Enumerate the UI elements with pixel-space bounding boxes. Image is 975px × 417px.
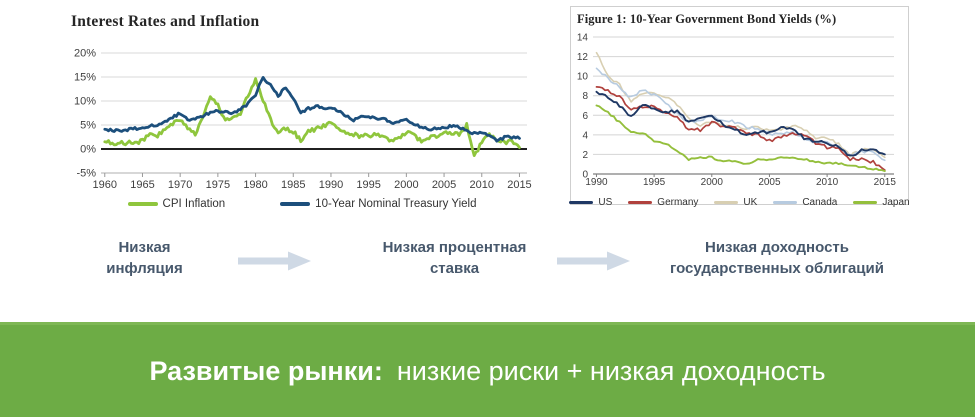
svg-text:2015: 2015	[507, 179, 531, 191]
svg-text:0: 0	[582, 170, 588, 181]
interest-rates-plot: -5% 0% 5% 10% 15% 20% 1960 1965 1970 1975 1980 1985…	[74, 48, 532, 192]
legend-swatch-icon	[773, 201, 798, 204]
legend-item-uk: UK	[714, 197, 757, 208]
flow-step-low-interest-rate: Низкая процентная ставка	[352, 237, 557, 279]
chart-legend-right: US Germany UK Canada Japan	[569, 197, 910, 208]
chart-bond-yields: Figure 1: 10-Year Government Bond Yields…	[569, 6, 910, 208]
svg-text:2005: 2005	[432, 179, 456, 191]
legend-label: 10-Year Nominal Treasury Yield	[315, 198, 477, 210]
svg-text:1970: 1970	[168, 179, 192, 191]
svg-text:10: 10	[577, 72, 588, 83]
legend-label: Canada	[802, 197, 838, 208]
svg-text:2010: 2010	[470, 179, 494, 191]
legend-item-japan: Japan	[853, 197, 910, 208]
svg-text:1965: 1965	[130, 179, 154, 191]
legend-swatch-icon	[569, 201, 594, 204]
svg-text:6: 6	[582, 111, 588, 122]
legend-label: CPI Inflation	[162, 198, 226, 210]
svg-text:1995: 1995	[356, 179, 380, 191]
svg-text:1975: 1975	[206, 179, 230, 191]
legend-item-us: US	[569, 197, 612, 208]
svg-text:8: 8	[582, 91, 588, 102]
legend-swatch-icon	[853, 201, 878, 204]
svg-text:15%: 15%	[74, 72, 96, 84]
svg-text:20%: 20%	[74, 48, 96, 60]
legend-label: US	[598, 197, 613, 208]
legend-label: Germany	[657, 197, 699, 208]
arrow-right-icon	[557, 251, 630, 271]
svg-text:1990: 1990	[585, 177, 608, 188]
legend-label: UK	[743, 197, 758, 208]
bond-yields-plot: 0 2 4 6 8 10 12 14 1990 1995 2000 2005 2010 2015	[577, 33, 897, 189]
flow-step-line: государственных облигаций	[670, 260, 884, 277]
svg-text:5%: 5%	[80, 120, 96, 132]
legend-swatch-icon	[714, 201, 739, 204]
svg-text:14: 14	[577, 33, 588, 44]
chart-title-right: Figure 1: 10-Year Government Bond Yields…	[577, 12, 837, 26]
svg-text:12: 12	[577, 52, 588, 63]
flow-step-line: Низкая	[118, 239, 171, 256]
svg-text:1995: 1995	[643, 177, 666, 188]
svg-text:4: 4	[582, 130, 588, 141]
svg-text:2015: 2015	[874, 177, 897, 188]
legend-item-germany: Germany	[628, 197, 698, 208]
arrow-right-icon	[238, 251, 311, 271]
legend-label: Japan	[882, 197, 910, 208]
legend-swatch-icon	[127, 202, 158, 206]
flow-step-low-bond-yields: Низкая доходность государственных облига…	[622, 237, 932, 279]
svg-text:10%: 10%	[74, 96, 96, 108]
svg-text:1960: 1960	[93, 179, 117, 191]
flow-step-line: Низкая доходность	[705, 239, 849, 256]
flow-step-line: Низкая процентная	[382, 239, 527, 256]
legend-swatch-icon	[628, 201, 653, 204]
flow-step-line: ставка	[429, 260, 480, 277]
legend-item-cpi-inflation: CPI Inflation	[127, 198, 226, 210]
chart-interest-rates-inflation: Interest Rates and Inflation -5% 0% 5% 10% 1…	[63, 12, 541, 210]
flow-step-line: инфляция	[106, 260, 183, 277]
svg-text:2000: 2000	[701, 177, 724, 188]
svg-text:2000: 2000	[394, 179, 418, 191]
summary-banner: Развитые рынки: низкие риски + низкая до…	[0, 322, 975, 417]
svg-text:0%: 0%	[80, 144, 96, 156]
flow-step-low-inflation: Низкая инфляция	[62, 237, 227, 279]
legend-item-10-year-nominal-treasury-yield: 10-Year Nominal Treasury Yield	[280, 198, 476, 210]
svg-text:2010: 2010	[816, 177, 839, 188]
chart-title-left: Interest Rates and Inflation	[71, 13, 260, 30]
legend-item-canada: Canada	[773, 197, 837, 208]
banner-bold-text: Развитые рынки:	[149, 355, 383, 386]
svg-text:1980: 1980	[243, 179, 267, 191]
chart-legend-left: CPI Inflation 10-Year Nominal Treasury Yi…	[63, 198, 541, 210]
legend-swatch-icon	[280, 202, 311, 206]
svg-text:2: 2	[582, 150, 588, 161]
banner-normal-text: низкие риски + низкая доходность	[396, 355, 826, 386]
svg-text:2005: 2005	[758, 177, 781, 188]
svg-text:1985: 1985	[281, 179, 305, 191]
svg-text:-5%: -5%	[76, 168, 96, 180]
svg-text:1990: 1990	[319, 179, 343, 191]
